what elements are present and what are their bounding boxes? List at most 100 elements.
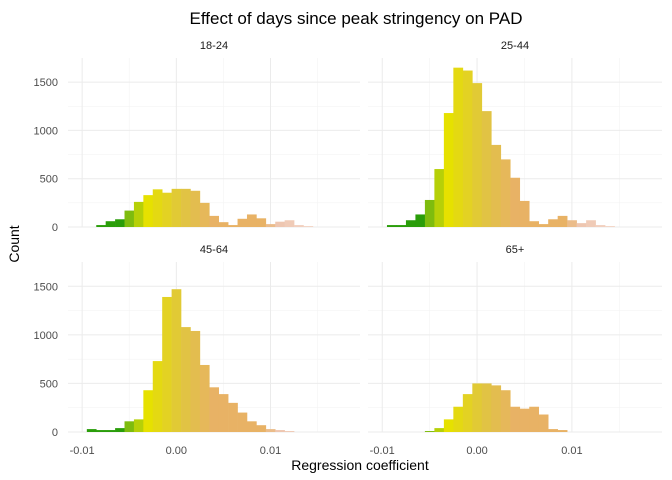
histogram-bar — [171, 188, 182, 227]
panel-45-64: 45-64 0 500 1000 1500 -0.01 0.00 0.01 — [34, 244, 360, 457]
histogram-bar — [538, 414, 549, 432]
histogram-bar — [143, 195, 154, 227]
panel-18-24: 18-24 0 500 1000 1500 — [34, 40, 360, 234]
histogram-bar — [500, 390, 511, 432]
histogram-bar — [190, 330, 201, 432]
y-tick-label: 500 — [40, 174, 58, 186]
histogram-bar — [190, 190, 201, 227]
panel-25-44: 25-44 — [368, 40, 662, 228]
x-tick-label: 0.00 — [466, 445, 487, 457]
y-tick-label: 0 — [52, 427, 58, 439]
histogram-bar — [256, 218, 267, 227]
histogram-bar — [481, 383, 492, 432]
histogram-bar — [557, 430, 568, 432]
histogram-bar — [246, 214, 257, 227]
histogram-bar — [605, 226, 615, 227]
histogram-bar — [199, 202, 210, 227]
histogram-bar — [209, 387, 220, 432]
histogram-bar — [500, 159, 511, 227]
facet-label: 18-24 — [200, 40, 228, 52]
histogram-bar — [237, 218, 248, 227]
histogram-bar — [86, 429, 97, 432]
x-tick-label: -0.01 — [370, 445, 395, 457]
y-tick-label: 1500 — [34, 281, 58, 293]
facet-label: 45-64 — [200, 244, 228, 256]
histogram-bar — [481, 111, 492, 227]
histogram-bar — [510, 177, 521, 227]
histogram-bar — [472, 383, 483, 432]
histogram-bar — [595, 225, 606, 227]
histogram-bar — [386, 225, 397, 227]
histogram-bar — [491, 144, 502, 227]
histogram-bar — [405, 220, 416, 227]
y-tick-label: 1500 — [34, 77, 58, 89]
histogram-bar — [209, 215, 220, 227]
histogram-bar — [96, 430, 106, 432]
x-tick-label: 0.01 — [561, 445, 582, 457]
histogram-bar — [275, 430, 285, 432]
y-tick-label: 0 — [52, 222, 58, 234]
histogram-bar — [256, 425, 267, 432]
y-tick-label: 500 — [40, 378, 58, 390]
histogram-bar — [143, 390, 154, 432]
histogram-bar — [199, 364, 210, 432]
histogram-bar — [424, 199, 435, 227]
histogram-bar — [462, 394, 473, 432]
histogram-bar — [519, 408, 530, 432]
histogram-bar — [228, 402, 238, 432]
histogram-bar — [453, 406, 464, 432]
facet-label: 25-44 — [501, 40, 529, 52]
x-tick-label: -0.01 — [70, 445, 95, 457]
x-tick-label: 0.01 — [260, 445, 281, 457]
histogram-bar — [275, 221, 285, 227]
histogram-bar — [510, 406, 521, 432]
histogram-bar — [162, 296, 172, 432]
histogram-bar — [462, 70, 473, 227]
histogram-bar — [538, 224, 549, 227]
histogram-bar — [218, 394, 229, 432]
histogram-bar — [434, 169, 445, 227]
histogram-bar — [576, 223, 587, 227]
histogram-bar — [237, 412, 248, 432]
histogram-bar — [124, 421, 135, 432]
histogram-bar — [415, 214, 426, 227]
histogram-bar — [218, 222, 229, 227]
chart-title: Effect of days since peak stringency on … — [190, 9, 523, 28]
y-tick-label: 1000 — [34, 125, 58, 137]
x-axis-title: Regression coefficient — [291, 457, 429, 473]
histogram-bar — [548, 219, 558, 227]
histogram-bar — [265, 429, 276, 432]
histogram-bar — [434, 428, 445, 432]
histogram-bar — [133, 419, 144, 432]
histogram-bar — [529, 406, 540, 432]
histogram-bar — [303, 226, 314, 227]
histogram-bar — [294, 225, 304, 227]
histogram-bar — [152, 361, 163, 432]
histogram-bar — [246, 421, 257, 432]
facet-panels: 18-24 0 500 1000 1500 25-44 45-64 0 500 1000 1500 -… — [34, 40, 662, 457]
histogram-bar — [105, 221, 116, 227]
histogram-bar — [181, 327, 191, 432]
histogram-bar — [519, 200, 530, 227]
histogram-bar — [115, 428, 125, 432]
histogram-bar — [181, 188, 191, 227]
histogram-bar — [443, 113, 454, 227]
histogram-bar — [443, 419, 454, 432]
histogram-bar — [586, 220, 596, 227]
x-tick-label: 0.00 — [166, 445, 187, 457]
histogram-bar — [96, 225, 106, 227]
histogram-bar — [529, 221, 540, 227]
histogram-bar — [491, 385, 502, 432]
histogram-bar — [105, 430, 116, 432]
histogram-bar — [115, 219, 125, 227]
histogram-bar — [472, 83, 483, 227]
histogram-bar — [284, 220, 295, 227]
histogram-bar — [162, 192, 172, 227]
histogram-bar — [228, 225, 238, 227]
panel-65+: 65+ -0.01 0.00 0.01 — [368, 244, 662, 457]
histogram-bar — [133, 201, 144, 227]
histogram-bar — [124, 210, 135, 227]
histogram-bar — [557, 215, 568, 227]
histogram-bar — [453, 67, 464, 227]
